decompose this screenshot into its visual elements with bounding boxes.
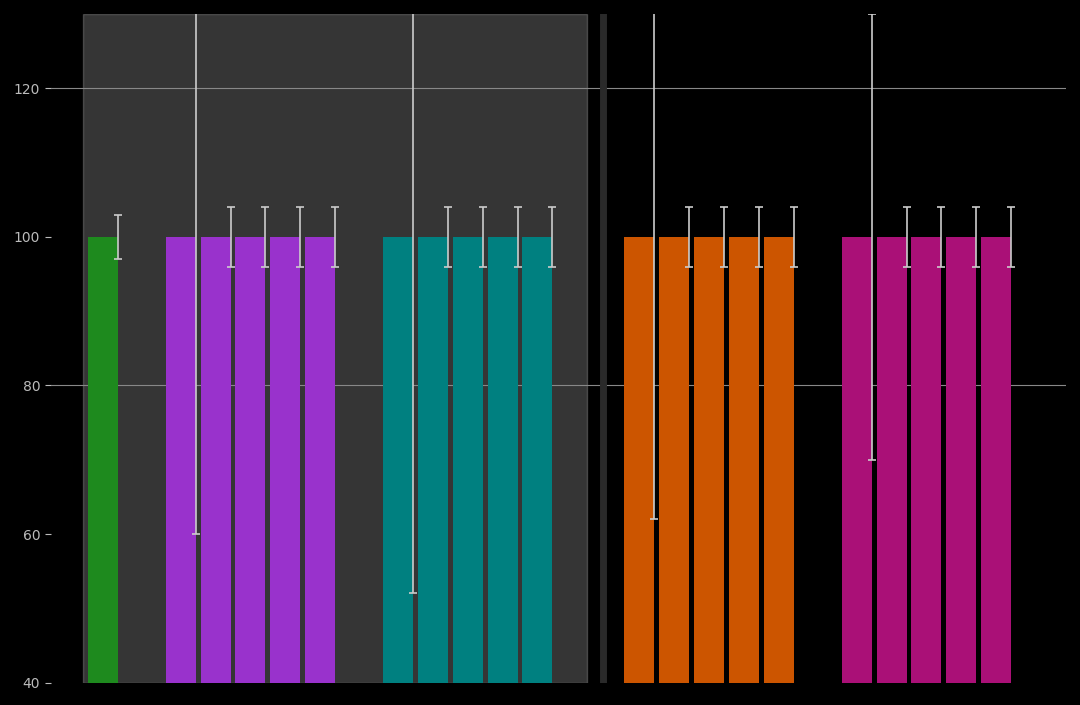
Bar [981, 237, 1011, 705]
Bar [624, 237, 654, 705]
Bar [201, 237, 231, 705]
Bar [729, 237, 759, 705]
Bar [87, 237, 118, 705]
Bar [383, 237, 414, 705]
Bar [659, 237, 689, 705]
Bar [764, 237, 794, 705]
Bar [235, 237, 266, 705]
Bar [83, 14, 588, 682]
Bar [912, 237, 942, 705]
Bar [694, 237, 724, 705]
Bar [946, 237, 976, 705]
Bar [165, 237, 195, 705]
Bar [841, 237, 872, 705]
Bar [877, 237, 906, 705]
Bar [523, 237, 552, 705]
Bar [418, 237, 448, 705]
Bar [270, 237, 300, 705]
Bar [305, 237, 335, 705]
Bar [453, 237, 483, 705]
Bar [487, 237, 517, 705]
